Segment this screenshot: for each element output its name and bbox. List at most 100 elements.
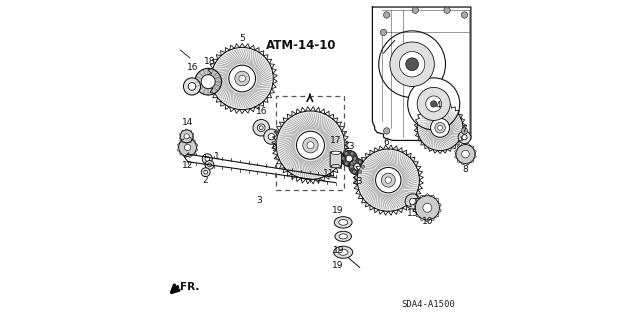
Circle shape [229, 65, 255, 92]
Circle shape [426, 96, 442, 112]
Text: ATM-14-10: ATM-14-10 [266, 39, 336, 52]
Text: 19: 19 [332, 206, 344, 215]
Circle shape [406, 58, 419, 70]
Text: 4: 4 [435, 101, 441, 110]
Text: 2: 2 [203, 176, 209, 185]
Circle shape [353, 157, 356, 160]
Text: 18: 18 [204, 56, 215, 65]
Circle shape [179, 138, 196, 156]
Circle shape [423, 203, 432, 212]
Circle shape [383, 12, 390, 18]
Circle shape [438, 125, 442, 130]
Text: 1: 1 [214, 152, 220, 161]
Circle shape [353, 160, 356, 164]
Circle shape [184, 78, 200, 95]
Ellipse shape [339, 249, 348, 255]
Circle shape [349, 165, 353, 168]
Circle shape [296, 131, 324, 159]
Circle shape [268, 133, 275, 140]
Circle shape [341, 150, 358, 167]
Text: SDA4-A1500: SDA4-A1500 [401, 300, 455, 309]
Circle shape [461, 128, 468, 134]
Circle shape [205, 160, 214, 169]
Circle shape [354, 164, 360, 170]
Text: 16: 16 [188, 63, 198, 72]
Circle shape [431, 101, 437, 107]
Circle shape [381, 173, 396, 187]
Text: 5: 5 [239, 34, 245, 43]
Text: 10: 10 [422, 217, 433, 226]
Circle shape [211, 48, 273, 110]
Circle shape [380, 29, 387, 36]
Circle shape [358, 160, 362, 164]
Circle shape [350, 162, 354, 165]
Circle shape [264, 129, 279, 144]
Circle shape [379, 31, 445, 98]
Ellipse shape [333, 246, 353, 258]
Circle shape [444, 7, 450, 13]
Ellipse shape [331, 165, 340, 168]
Text: 6: 6 [384, 137, 390, 146]
Circle shape [259, 126, 263, 130]
Circle shape [399, 51, 425, 77]
Circle shape [408, 78, 460, 130]
Circle shape [276, 111, 345, 180]
Ellipse shape [339, 219, 348, 225]
Circle shape [350, 152, 354, 155]
Text: 7: 7 [461, 125, 467, 134]
Circle shape [385, 177, 392, 183]
Text: 3: 3 [257, 196, 262, 205]
Circle shape [346, 155, 353, 162]
Circle shape [405, 194, 420, 209]
Circle shape [180, 130, 193, 143]
Circle shape [456, 145, 475, 164]
Text: 12: 12 [182, 161, 193, 170]
Circle shape [184, 144, 191, 151]
Circle shape [307, 142, 314, 149]
Circle shape [195, 68, 221, 95]
Circle shape [202, 154, 212, 164]
Circle shape [253, 120, 269, 136]
Text: FR.: FR. [180, 282, 199, 292]
Circle shape [461, 150, 469, 158]
Circle shape [417, 87, 450, 121]
Circle shape [383, 128, 390, 134]
FancyBboxPatch shape [330, 152, 342, 167]
Circle shape [431, 118, 449, 137]
Circle shape [435, 122, 445, 133]
Text: 11: 11 [323, 169, 334, 178]
Circle shape [184, 134, 189, 139]
Circle shape [417, 105, 463, 151]
Ellipse shape [335, 231, 351, 241]
Circle shape [412, 7, 419, 13]
Circle shape [257, 124, 265, 131]
Circle shape [303, 137, 318, 153]
Circle shape [462, 135, 467, 140]
Text: 8: 8 [463, 165, 468, 174]
Text: 13: 13 [353, 177, 364, 186]
Circle shape [357, 149, 419, 211]
Text: 14: 14 [182, 118, 193, 128]
Circle shape [361, 165, 365, 168]
Circle shape [201, 75, 215, 89]
Circle shape [207, 163, 211, 167]
Ellipse shape [331, 151, 340, 154]
Circle shape [358, 170, 362, 174]
Text: 19: 19 [332, 261, 343, 271]
Ellipse shape [334, 217, 352, 228]
Circle shape [458, 131, 471, 144]
Circle shape [344, 162, 348, 165]
Circle shape [344, 152, 348, 155]
Text: 19: 19 [333, 246, 345, 255]
Circle shape [461, 12, 468, 18]
Circle shape [415, 196, 440, 220]
Text: 9: 9 [271, 144, 277, 153]
Circle shape [188, 83, 196, 90]
Text: 13: 13 [344, 142, 356, 151]
Circle shape [239, 75, 246, 82]
Circle shape [235, 71, 250, 86]
Circle shape [204, 170, 207, 174]
Circle shape [376, 167, 401, 193]
Circle shape [205, 157, 209, 161]
Text: 15: 15 [407, 209, 419, 218]
